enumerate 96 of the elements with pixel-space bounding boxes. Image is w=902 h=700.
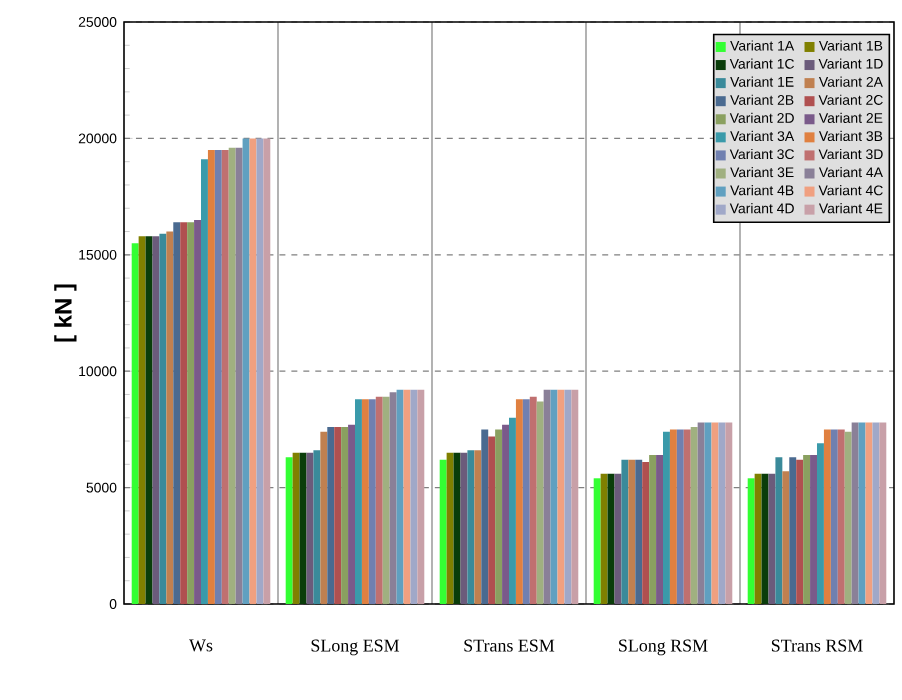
bar [656,455,663,604]
bar [697,422,705,604]
bar [683,429,691,604]
bar [635,459,643,604]
bar [823,429,831,604]
bar [704,422,712,604]
bar [649,455,657,604]
bar [529,396,537,604]
bar [571,389,579,604]
bar [138,236,146,604]
bar [564,389,572,604]
bar [502,424,509,604]
bar [690,427,698,604]
bar [396,389,404,604]
bar [375,396,383,604]
bar [481,429,489,604]
bar [256,138,264,604]
bar [228,147,236,604]
bar [621,459,629,604]
bar [382,396,390,604]
bar [550,389,558,604]
bar [152,236,160,604]
bar [775,457,783,604]
bar [306,452,314,604]
bar [543,389,551,604]
bar [474,450,482,604]
bar [313,450,321,604]
bar [789,457,797,604]
bar [872,422,880,604]
bar [495,429,503,604]
bar [389,392,397,604]
x-tick-label: SLong RSM [619,639,708,656]
bar [467,450,475,604]
bar [810,455,817,604]
bar [201,159,208,604]
bar [663,431,670,604]
bar [837,429,845,604]
y-axis-title: [ kN ] [54,284,77,342]
bar [718,422,726,604]
bar [355,399,362,604]
bar [844,431,852,604]
bar [676,429,684,604]
x-tick-label: STrans ESM [464,639,555,652]
bar [285,457,293,604]
bar [214,150,222,604]
bar [816,443,824,604]
bar [803,455,811,604]
bar [361,399,369,604]
bar [341,427,349,604]
bar [669,429,677,604]
bar [194,219,201,604]
bar [522,399,530,604]
bar [410,389,418,604]
bar [439,459,447,604]
bar [368,399,376,604]
bar [782,471,790,604]
bar [173,222,181,604]
bar [747,478,755,604]
bar [292,452,300,604]
bar [600,473,608,604]
x-tick-label: STrans RSM [771,639,863,652]
bar [515,399,523,604]
bar [348,424,355,604]
bar [509,417,516,604]
bar [327,427,335,604]
bar [642,461,650,604]
bar [460,452,468,604]
bar [235,147,243,604]
bar [768,473,776,604]
bar [446,452,454,604]
bar [593,478,601,604]
bar [796,459,804,604]
x-tick-label: Ws [189,639,213,652]
bar [851,422,859,604]
bar [417,389,425,604]
bar [131,243,139,604]
bar [614,473,622,604]
bar [536,401,544,604]
bar [754,473,762,604]
bar [320,431,328,604]
bar [242,138,250,604]
x-tick-label: SLong ESM [311,639,400,656]
bar [187,222,195,604]
bar [221,150,229,604]
bar [180,222,188,604]
bar [159,233,167,604]
bar [263,138,271,604]
bar [830,429,838,604]
bar [879,422,887,604]
bar [166,231,174,604]
bar [628,459,636,604]
bar [725,422,733,604]
bar [858,422,866,604]
bar [207,150,215,604]
bar [488,436,496,604]
bar [334,427,342,604]
